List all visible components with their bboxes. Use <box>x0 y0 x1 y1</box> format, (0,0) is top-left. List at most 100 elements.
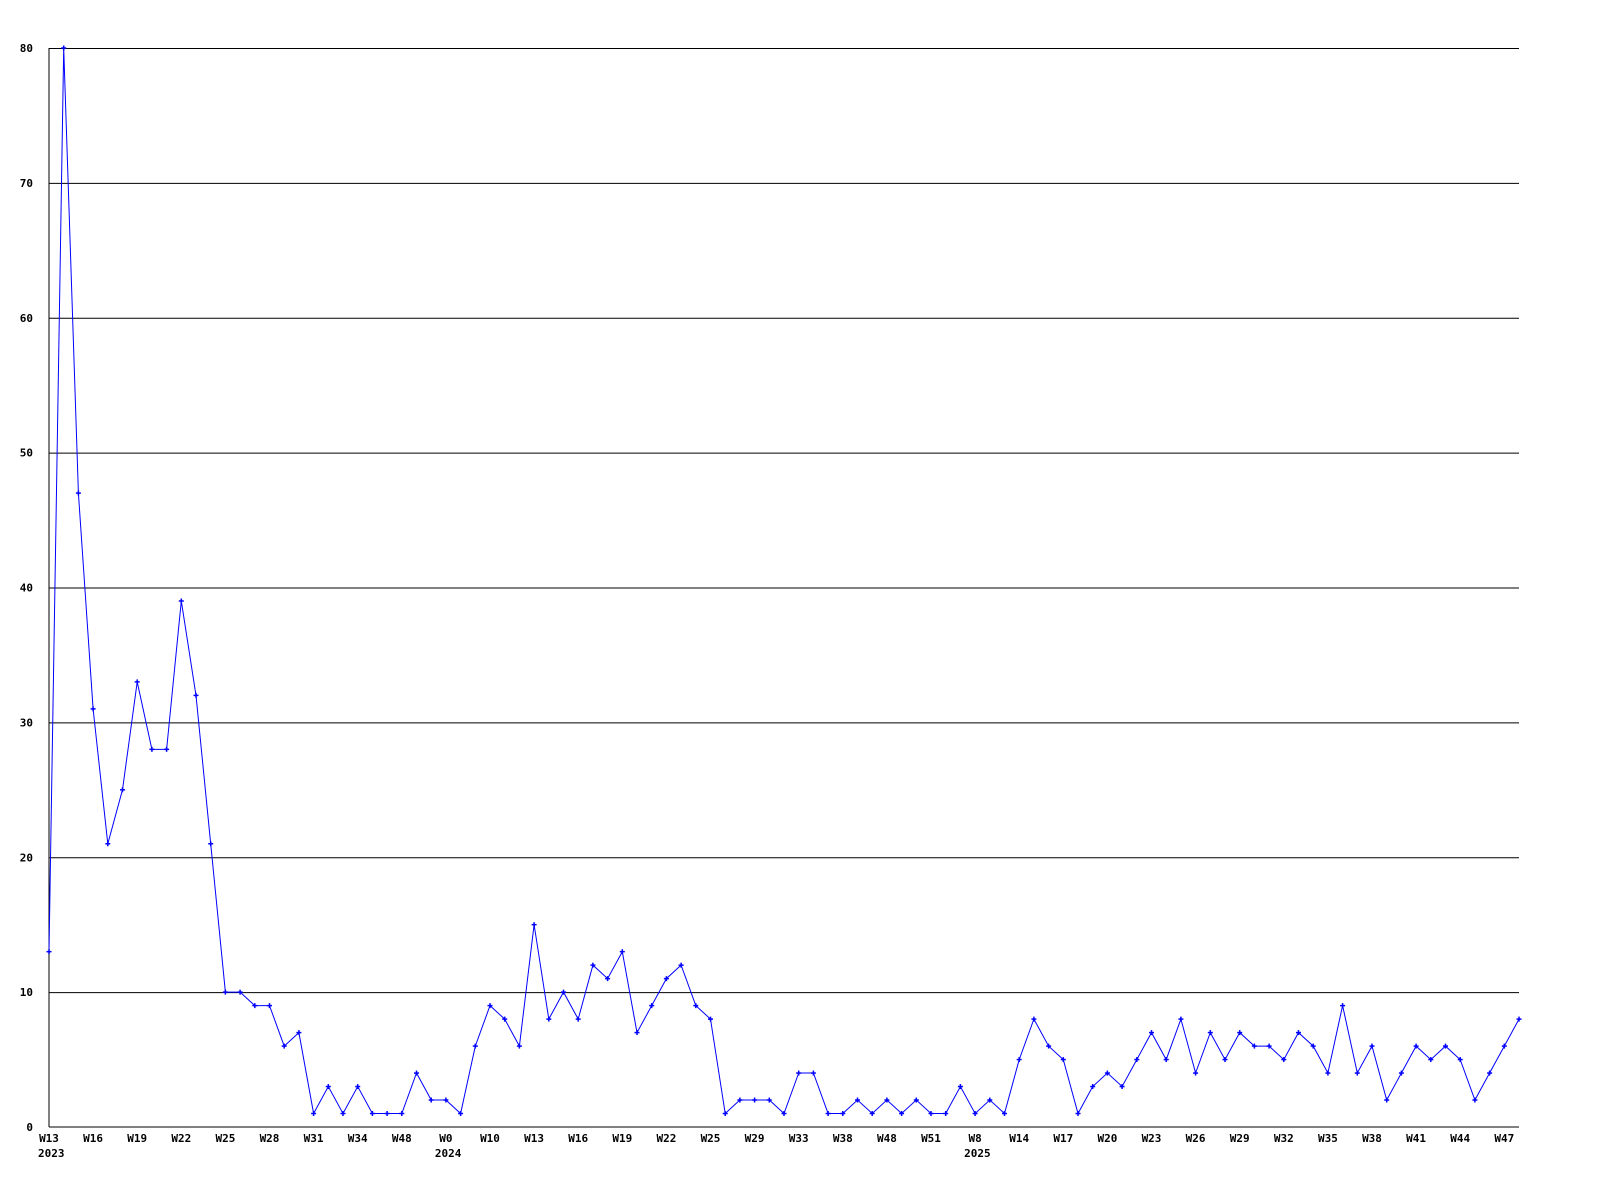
data-point <box>899 1111 905 1117</box>
data-point <box>943 1111 949 1117</box>
data-point <box>208 841 214 847</box>
y-axis-ticks: 0 10 20 30 40 50 60 70 80 <box>20 42 33 1134</box>
data-point <box>796 1070 802 1076</box>
data-point <box>855 1097 860 1103</box>
data-point <box>1413 1043 1419 1049</box>
data-point <box>663 976 669 982</box>
data-point <box>134 679 140 685</box>
data-point <box>531 922 537 928</box>
data-point <box>502 1016 508 1022</box>
x-tick-label: W29 <box>1230 1132 1250 1145</box>
x-tick-label: W25 <box>215 1132 235 1145</box>
x-tick-label: W31 <box>304 1132 324 1145</box>
data-point <box>399 1111 405 1117</box>
data-point <box>722 1111 728 1117</box>
x-tick-label: W41 <box>1406 1132 1426 1145</box>
data-point <box>384 1111 390 1117</box>
x-tick-label: W26 <box>1186 1132 1206 1145</box>
data-point <box>708 1016 713 1022</box>
data-point <box>325 1084 331 1090</box>
data-point <box>281 1043 287 1049</box>
data-point <box>1457 1057 1463 1063</box>
data-point <box>46 949 52 955</box>
x-tick-label: W16 <box>83 1132 103 1145</box>
y-tick-label: 50 <box>20 447 33 460</box>
data-point <box>1149 1030 1154 1036</box>
data-point <box>1501 1043 1507 1049</box>
y-tick-label: 30 <box>20 716 33 729</box>
data-point <box>296 1030 302 1036</box>
data-point <box>1516 1016 1522 1022</box>
data-point <box>369 1111 375 1117</box>
x-tick-label: W13 <box>524 1132 544 1145</box>
data-point <box>1237 1030 1243 1036</box>
x-tick-label: W22 <box>171 1132 191 1145</box>
data-point <box>1281 1057 1287 1063</box>
x-tick-label: W14 <box>1009 1132 1029 1145</box>
data-point <box>840 1111 846 1117</box>
data-point <box>1104 1070 1110 1076</box>
data-point <box>1384 1097 1390 1103</box>
data-point <box>1134 1057 1140 1063</box>
data-point <box>810 1070 816 1076</box>
data-point <box>1060 1057 1066 1063</box>
x-tick-label: W16 <box>568 1132 588 1145</box>
data-point <box>178 598 184 604</box>
data-point <box>193 692 199 698</box>
y-tick-label: 60 <box>20 312 33 325</box>
y-tick-label: 80 <box>20 42 33 55</box>
data-point <box>546 1016 552 1022</box>
x-year-label: 2024 <box>435 1147 462 1160</box>
x-tick-label: W33 <box>789 1132 809 1145</box>
x-tick-label: W0 <box>439 1132 452 1145</box>
data-point <box>487 1003 493 1009</box>
data-point <box>458 1111 464 1117</box>
data-point <box>75 490 81 496</box>
x-tick-label: W47 <box>1494 1132 1514 1145</box>
x-tick-label: W8 <box>968 1132 981 1145</box>
x-tick-label: W29 <box>745 1132 765 1145</box>
series-line <box>46 45 1522 1117</box>
x-tick-label: W28 <box>260 1132 280 1145</box>
data-point <box>1119 1084 1125 1090</box>
data-point <box>1046 1043 1052 1049</box>
data-point <box>149 746 155 752</box>
x-year-label: 2025 <box>964 1147 991 1160</box>
data-point <box>428 1097 434 1103</box>
data-point <box>90 706 96 712</box>
x-tick-label: W10 <box>480 1132 500 1145</box>
data-point <box>1487 1070 1493 1076</box>
data-point <box>634 1030 640 1036</box>
data-point <box>1296 1030 1301 1036</box>
data-point <box>1031 1016 1037 1022</box>
x-tick-label: W38 <box>833 1132 853 1145</box>
data-point <box>1193 1070 1199 1076</box>
y-tick-label: 20 <box>20 851 33 864</box>
x-tick-label: W19 <box>127 1132 147 1145</box>
data-point <box>1178 1016 1184 1022</box>
data-point <box>1325 1070 1331 1076</box>
data-point <box>957 1084 963 1090</box>
data-point <box>913 1097 919 1103</box>
data-point <box>1398 1070 1404 1076</box>
data-point <box>575 1016 581 1022</box>
data-point <box>766 1097 772 1103</box>
data-point <box>1472 1097 1478 1103</box>
data-point <box>884 1097 890 1103</box>
x-tick-label: W19 <box>612 1132 632 1145</box>
y-tick-label: 10 <box>20 986 33 999</box>
x-axis-ticks: W13 2023 W16 W19 W22 W25 W28 W31 W34 W48 W0 2024 W10… <box>38 1132 1514 1160</box>
data-point <box>222 989 228 995</box>
data-point <box>355 1084 361 1090</box>
x-tick-label: W35 <box>1318 1132 1338 1145</box>
x-year-label: 2023 <box>38 1147 65 1160</box>
data-point <box>869 1111 875 1117</box>
data-point <box>340 1111 346 1117</box>
data-point <box>120 787 125 793</box>
data-point <box>311 1111 317 1117</box>
y-tick-label: 70 <box>20 177 33 190</box>
data-point <box>1354 1070 1360 1076</box>
x-tick-label: W25 <box>701 1132 721 1145</box>
data-point <box>237 989 243 995</box>
